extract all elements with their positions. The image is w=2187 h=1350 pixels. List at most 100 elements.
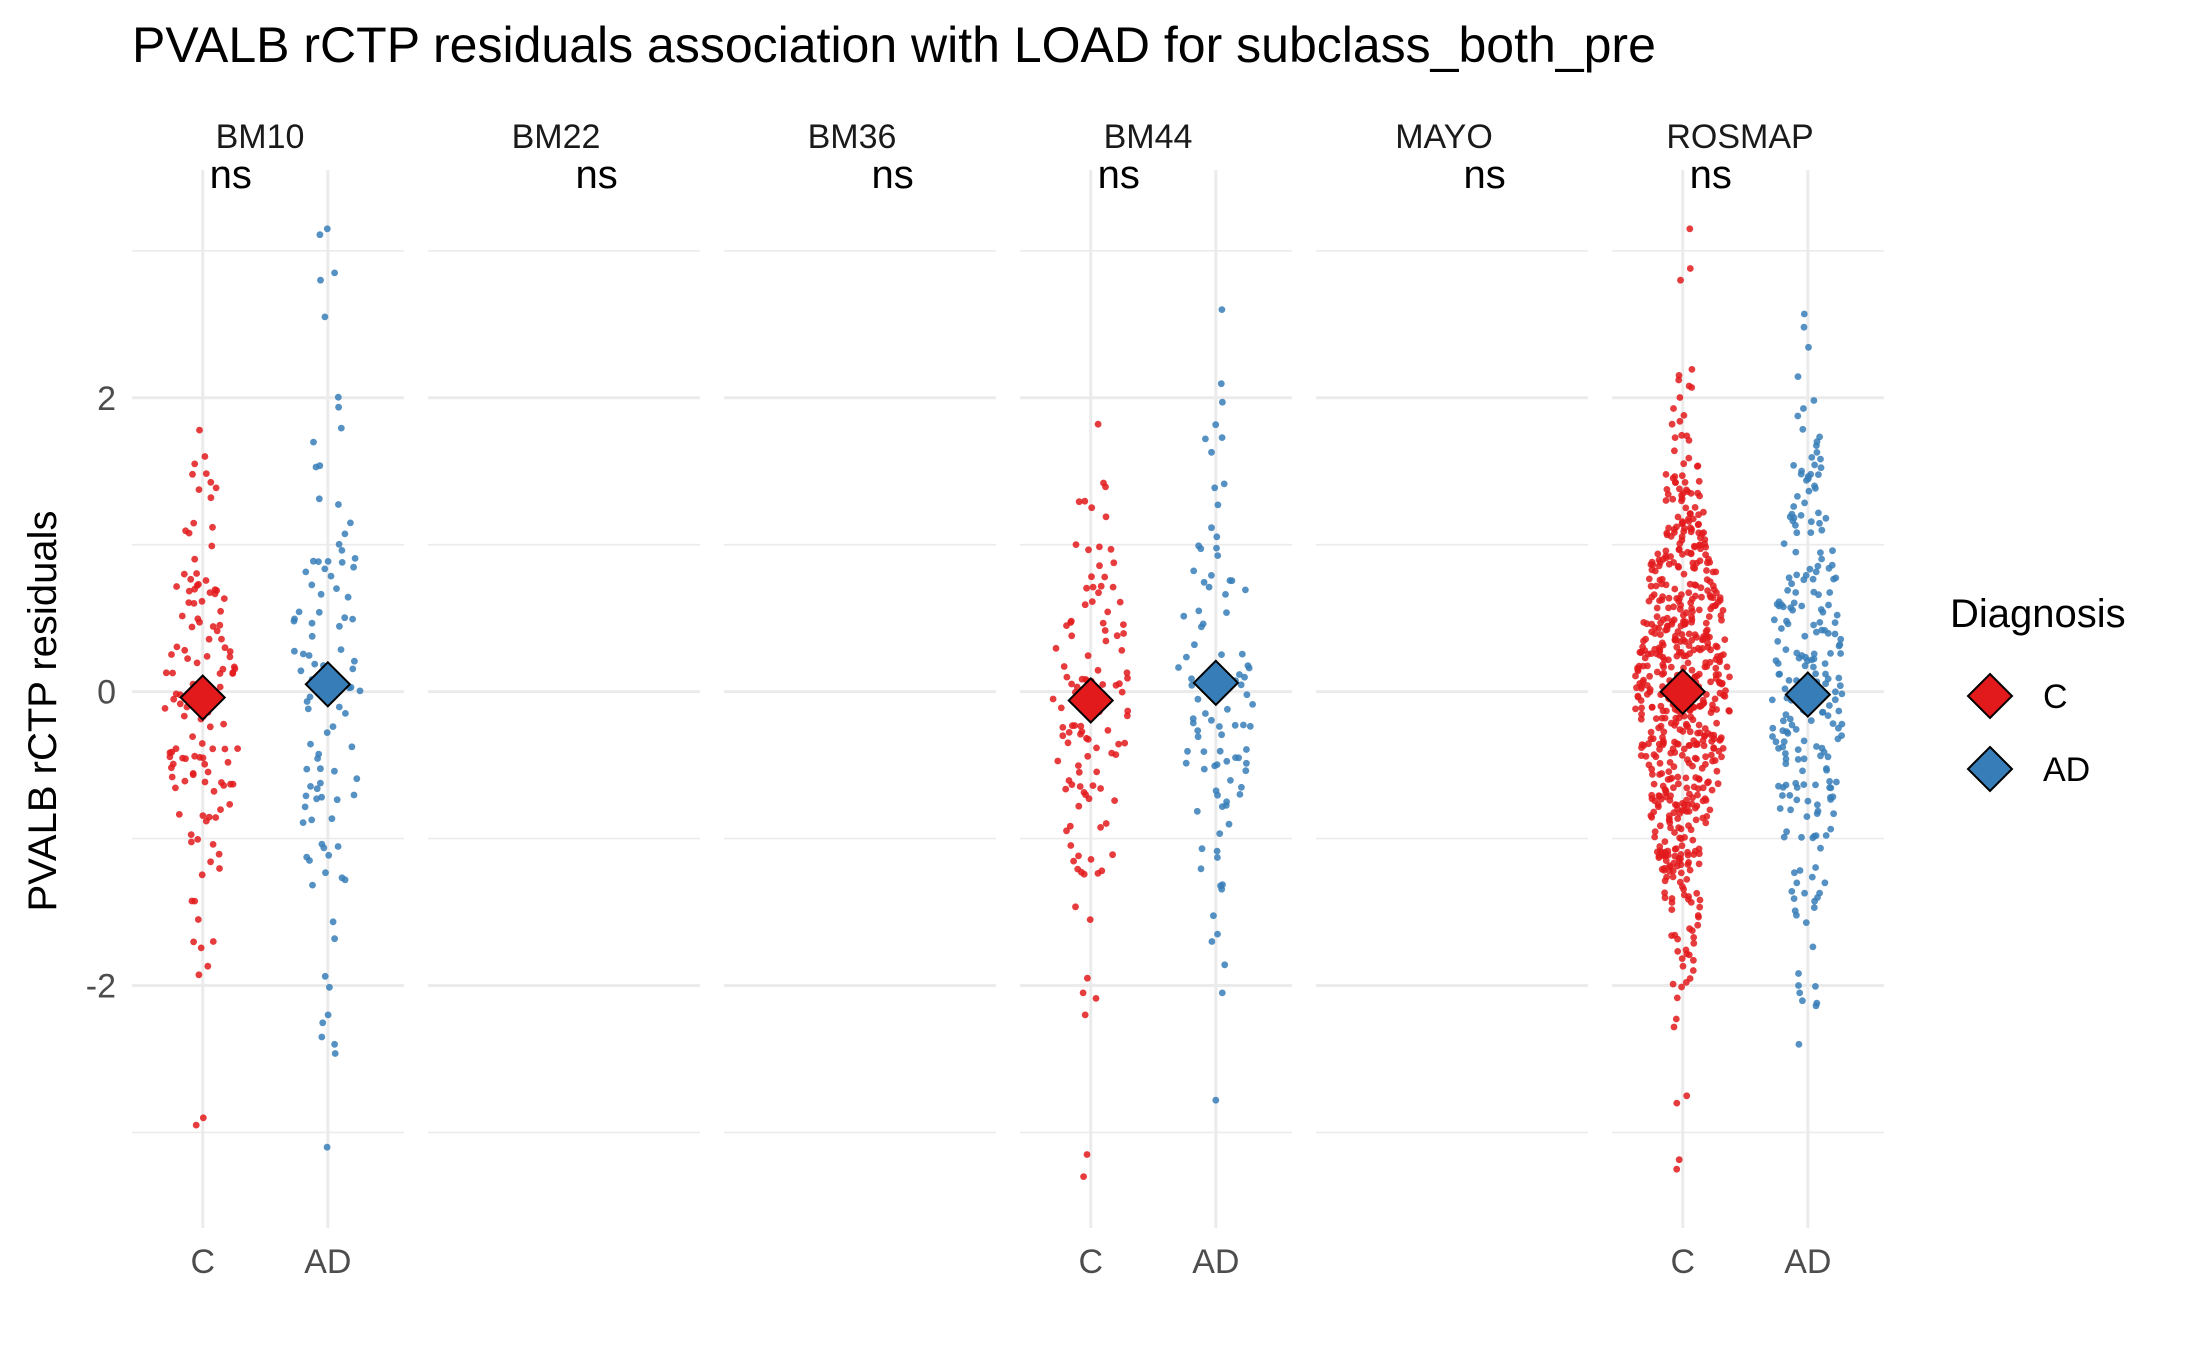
data-point bbox=[209, 841, 217, 848]
data-point bbox=[1669, 980, 1677, 988]
facet-label: ROSMAP bbox=[1666, 118, 1813, 156]
data-point bbox=[1200, 765, 1208, 773]
data-point bbox=[1095, 589, 1102, 597]
data-point bbox=[1837, 650, 1844, 657]
data-point bbox=[1769, 733, 1776, 740]
data-point bbox=[347, 519, 354, 527]
data-point bbox=[1801, 889, 1808, 897]
data-point bbox=[1243, 746, 1250, 753]
data-point bbox=[1695, 477, 1703, 485]
data-point bbox=[1694, 521, 1702, 529]
data-point bbox=[1213, 533, 1221, 541]
data-point bbox=[1674, 773, 1682, 781]
data-point bbox=[1685, 437, 1693, 444]
data-point bbox=[1198, 845, 1206, 853]
data-point bbox=[1237, 681, 1245, 689]
data-point bbox=[1109, 851, 1116, 859]
data-point bbox=[1678, 842, 1686, 850]
data-point bbox=[303, 765, 311, 773]
data-point bbox=[1236, 791, 1244, 798]
data-point bbox=[1801, 662, 1809, 670]
data-point bbox=[1099, 681, 1107, 688]
data-point bbox=[1194, 733, 1202, 741]
data-point bbox=[1195, 542, 1202, 550]
data-point bbox=[185, 587, 193, 595]
data-point bbox=[1826, 589, 1834, 596]
data-point bbox=[190, 519, 198, 527]
data-point bbox=[1685, 759, 1693, 767]
data-point bbox=[1792, 589, 1800, 596]
data-point bbox=[191, 752, 199, 760]
data-point bbox=[321, 313, 329, 321]
data-point bbox=[1693, 802, 1701, 810]
data-point bbox=[1786, 792, 1794, 799]
data-point bbox=[1240, 721, 1247, 729]
data-point bbox=[1641, 654, 1649, 662]
data-point bbox=[1107, 545, 1115, 553]
mean-marker-c bbox=[179, 674, 227, 721]
data-point bbox=[1790, 895, 1798, 902]
data-point bbox=[1084, 974, 1091, 982]
data-point bbox=[1054, 757, 1062, 765]
data-point bbox=[1810, 904, 1818, 911]
data-point bbox=[331, 935, 338, 943]
data-point bbox=[315, 558, 322, 565]
data-point bbox=[316, 231, 324, 239]
significance-label: ns bbox=[1690, 153, 1732, 197]
data-point bbox=[1813, 743, 1820, 750]
significance-label: ns bbox=[1098, 153, 1140, 197]
data-point bbox=[1809, 834, 1817, 842]
data-point bbox=[1202, 435, 1209, 443]
data-point bbox=[1786, 715, 1794, 723]
data-point bbox=[317, 276, 324, 284]
data-point bbox=[1057, 704, 1065, 712]
data-point bbox=[320, 844, 328, 852]
data-point bbox=[1060, 663, 1068, 670]
data-point bbox=[1656, 843, 1664, 850]
data-point bbox=[1220, 480, 1228, 488]
data-point bbox=[334, 393, 342, 401]
data-point bbox=[331, 269, 338, 277]
data-point bbox=[1079, 989, 1087, 997]
data-point bbox=[1791, 869, 1798, 877]
data-point bbox=[1686, 650, 1693, 657]
data-point bbox=[1678, 497, 1685, 505]
data-point bbox=[1668, 899, 1676, 906]
data-point bbox=[316, 462, 324, 470]
data-point bbox=[1659, 734, 1666, 741]
data-point bbox=[1826, 702, 1833, 709]
data-point bbox=[351, 555, 359, 562]
data-point bbox=[187, 575, 195, 583]
data-point bbox=[1658, 865, 1666, 873]
data-point bbox=[1702, 619, 1710, 627]
data-point bbox=[1667, 663, 1675, 671]
data-point bbox=[309, 881, 316, 889]
data-point bbox=[1690, 851, 1698, 858]
data-point bbox=[329, 723, 337, 730]
data-point bbox=[1780, 540, 1788, 547]
data-point bbox=[313, 785, 321, 793]
data-point bbox=[1116, 598, 1124, 606]
data-point bbox=[1216, 747, 1224, 755]
data-point bbox=[1795, 982, 1802, 989]
data-point bbox=[1216, 723, 1223, 730]
y-axis: -2 0 2 bbox=[86, 380, 116, 1006]
data-point bbox=[1807, 717, 1815, 724]
significance-label: ns bbox=[576, 153, 618, 197]
mean-marker-ad bbox=[304, 660, 352, 708]
data-point bbox=[1682, 946, 1690, 954]
data-point bbox=[1775, 598, 1783, 606]
data-point bbox=[1701, 732, 1708, 740]
data-point bbox=[1812, 568, 1820, 576]
data-point bbox=[224, 758, 232, 766]
data-point bbox=[173, 643, 181, 651]
data-point bbox=[220, 595, 228, 602]
data-point bbox=[308, 581, 316, 589]
data-point bbox=[197, 944, 205, 952]
data-point bbox=[1683, 486, 1690, 494]
data-point bbox=[1214, 552, 1222, 559]
data-point bbox=[1112, 681, 1120, 689]
data-point bbox=[1695, 860, 1703, 868]
